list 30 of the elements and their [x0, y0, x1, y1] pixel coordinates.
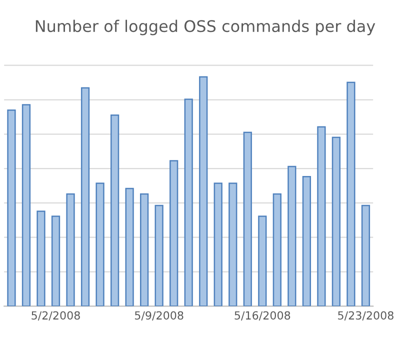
bar — [66, 193, 75, 306]
bar — [154, 204, 164, 306]
chart-title: Number of logged OSS commands per day — [36, 20, 376, 36]
bar — [110, 114, 120, 306]
bar — [96, 182, 104, 306]
bar — [361, 204, 370, 306]
bar — [332, 136, 341, 306]
x-tick-label: 5/9/2008 — [134, 311, 184, 320]
bar — [7, 109, 16, 306]
bar — [258, 216, 267, 306]
bar — [199, 76, 208, 306]
bar — [272, 193, 282, 306]
bar — [243, 132, 252, 306]
bar — [214, 182, 222, 306]
bar — [170, 160, 178, 306]
bar — [51, 216, 60, 306]
bar — [302, 176, 311, 306]
x-tick-label: 5/23/2008 — [338, 311, 394, 320]
bar — [22, 104, 31, 306]
bar — [184, 98, 193, 306]
x-tick-label: 5/2/2008 — [32, 311, 80, 320]
bar — [80, 87, 90, 306]
bar — [228, 182, 238, 306]
bar — [125, 188, 134, 306]
x-tick-label: 5/16/2008 — [234, 311, 290, 320]
bar — [288, 166, 296, 306]
bar — [317, 126, 326, 306]
bar — [140, 193, 149, 306]
bar — [36, 210, 46, 306]
bar — [346, 82, 356, 306]
